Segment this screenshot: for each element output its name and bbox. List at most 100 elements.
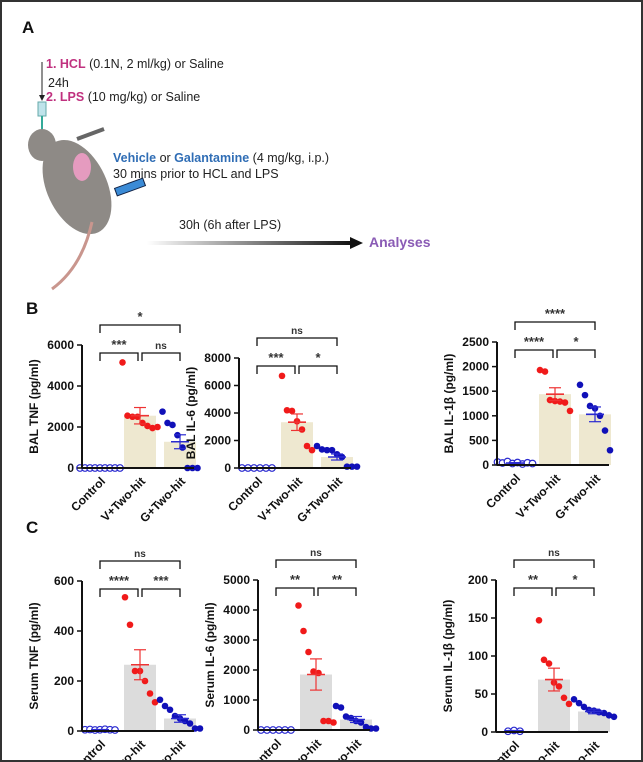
y-tick-label: 50 xyxy=(475,687,489,701)
syringe-icon xyxy=(37,101,47,117)
y-tick-label: 6000 xyxy=(204,379,231,393)
data-point xyxy=(556,398,564,405)
data-point xyxy=(541,368,549,375)
y-axis-label: BAL IL-6 (pg/ml) xyxy=(184,367,198,459)
y-tick-label: 0 xyxy=(243,723,250,737)
data-point xyxy=(196,725,204,732)
chart-serum-il1b: 050100150200ControlV+Two-hitG+Two-hitSer… xyxy=(441,548,618,760)
data-point xyxy=(580,703,588,711)
data-point xyxy=(146,690,154,697)
significance-label: ** xyxy=(332,572,343,587)
data-point xyxy=(337,704,345,711)
data-point xyxy=(298,426,306,433)
step-2-label: 2. LPS xyxy=(46,90,85,104)
y-tick-label: 0 xyxy=(67,724,74,738)
significance-bracket xyxy=(99,324,181,333)
arrow-right-icon xyxy=(350,237,363,249)
data-point xyxy=(342,713,350,720)
chart-serum-il6: 010002000300040005000ControlV+Two-hitG+T… xyxy=(203,548,380,762)
significance-bracket xyxy=(556,349,596,358)
data-point xyxy=(601,427,609,434)
significance-label: **** xyxy=(109,573,130,588)
significance-bracket xyxy=(256,337,338,346)
significance-bracket xyxy=(513,559,595,568)
data-point xyxy=(295,602,302,609)
significance-label: *** xyxy=(153,573,169,588)
significance-label: * xyxy=(573,334,579,349)
data-point xyxy=(303,442,311,450)
significance-label: **** xyxy=(545,306,566,321)
vehicle-label: Vehicle xyxy=(113,151,157,165)
significance-label: * xyxy=(315,350,321,365)
timing-text: 30 mins prior to HCL and LPS xyxy=(113,167,279,181)
data-point xyxy=(353,463,361,470)
data-point xyxy=(164,419,171,427)
data-point xyxy=(159,408,166,415)
significance-bracket xyxy=(141,352,181,361)
data-point xyxy=(161,702,169,710)
significance-label: * xyxy=(572,572,578,587)
data-point xyxy=(151,698,159,706)
step-1-text: 1. HCL (0.1N, 2 ml/kg) or Saline xyxy=(46,57,224,71)
step-2-detail: (10 mg/kg) or Saline xyxy=(84,90,201,104)
data-point xyxy=(313,442,321,450)
significance-label: *** xyxy=(268,350,284,365)
significance-bracket xyxy=(256,365,296,374)
bar-vtwohit xyxy=(539,394,571,465)
significance-label: * xyxy=(137,309,143,324)
y-tick-label: 2000 xyxy=(223,663,250,677)
y-axis-label: Serum IL-1β (pg/ml) xyxy=(441,600,455,713)
significance-bracket xyxy=(513,587,553,596)
y-tick-label: 150 xyxy=(468,611,488,625)
bar-gtwohit xyxy=(578,711,610,732)
data-point xyxy=(560,694,568,702)
data-point xyxy=(166,706,174,714)
mouse-body xyxy=(42,139,112,235)
data-point xyxy=(194,464,201,472)
data-point xyxy=(320,717,327,725)
y-tick-label: 4000 xyxy=(47,379,74,393)
data-point xyxy=(156,696,164,704)
data-point xyxy=(362,723,370,731)
bar-gtwohit xyxy=(340,719,372,730)
chart-serum-tnf: 0200400600ControlV+Two-hitG+Two-hitSerum… xyxy=(27,549,204,760)
y-tick-label: 0 xyxy=(482,458,489,472)
y-tick-label: 1000 xyxy=(223,693,250,707)
data-point xyxy=(283,406,291,414)
data-point xyxy=(561,399,569,406)
significance-bracket xyxy=(141,588,181,597)
data-point xyxy=(305,648,312,656)
data-point xyxy=(154,423,161,431)
panel-b-label: B xyxy=(26,299,39,318)
y-tick-label: 200 xyxy=(54,674,74,688)
y-tick-label: 400 xyxy=(54,624,74,638)
lung-icon xyxy=(73,153,91,181)
chart-bal-il6: 02000400060008000ControlV+Two-hitG+Two-h… xyxy=(184,326,361,525)
data-point xyxy=(540,656,548,664)
significance-label: ns xyxy=(155,341,167,352)
y-tick-label: 5000 xyxy=(223,573,250,587)
significance-bracket xyxy=(317,587,357,596)
y-tick-label: 3000 xyxy=(223,633,250,647)
duration-text: 30h (6h after LPS) xyxy=(179,218,282,232)
y-tick-label: 8000 xyxy=(204,351,231,365)
data-point xyxy=(576,381,584,389)
data-point xyxy=(610,713,618,721)
bar-gtwohit xyxy=(321,457,353,468)
y-tick-label: 1500 xyxy=(462,384,489,398)
data-point xyxy=(330,719,337,726)
x-tick-label: Control xyxy=(244,736,284,762)
significance-label: ns xyxy=(548,548,560,559)
data-point xyxy=(586,402,594,410)
data-point xyxy=(536,366,544,374)
step-2-text: 2. LPS (10 mg/kg) or Saline xyxy=(46,90,200,104)
data-point xyxy=(169,421,176,429)
data-point xyxy=(308,446,316,454)
significance-bracket xyxy=(275,559,357,568)
y-axis-label: Serum TNF (pg/ml) xyxy=(27,602,41,709)
panel-c-label: C xyxy=(26,518,39,537)
interval-text: 24h xyxy=(48,76,69,90)
step-1-label: 1. HCL xyxy=(46,57,86,71)
y-tick-label: 2000 xyxy=(462,360,489,374)
significance-label: *** xyxy=(111,337,127,352)
